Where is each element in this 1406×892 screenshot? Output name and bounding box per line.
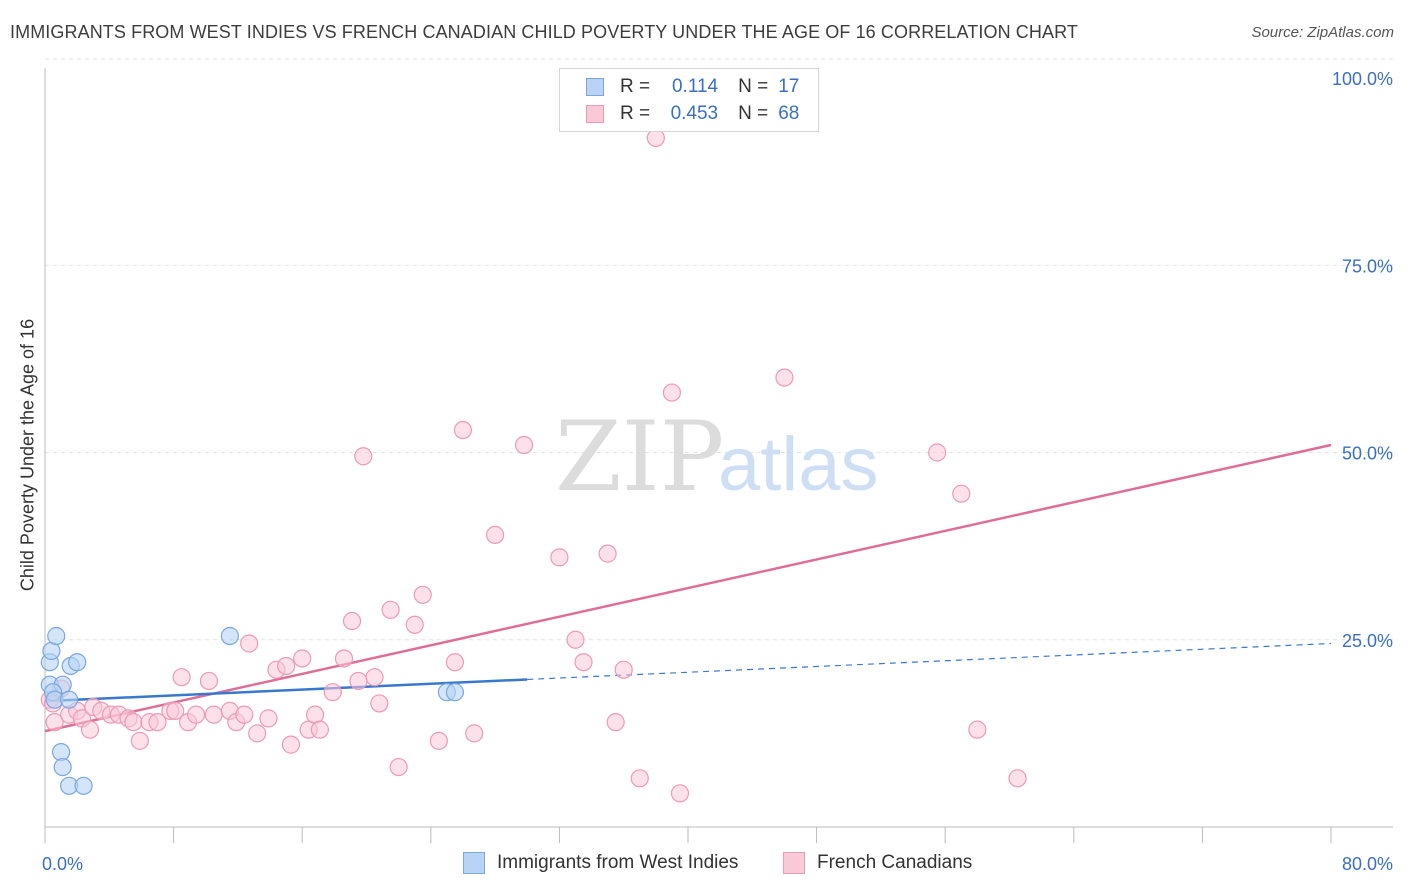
n-label: N =	[738, 76, 769, 97]
data-point-french-canadians	[124, 713, 143, 732]
legend-swatch-blue	[586, 78, 604, 96]
data-point-west-indies	[220, 626, 239, 646]
data-point-french-canadians	[775, 368, 794, 387]
data-point-french-canadians	[566, 630, 585, 649]
data-point-french-canadians	[310, 720, 329, 739]
x-tick-label: 0.0%	[42, 854, 83, 874]
tick-labels: 100.0% 75.0% 50.0% 25.0% 0.0% 80.0%	[42, 69, 1393, 874]
data-point-west-indies	[47, 626, 66, 646]
data-point-french-canadians	[465, 724, 484, 743]
data-point-french-canadians	[187, 705, 206, 724]
data-point-french-canadians	[630, 769, 649, 788]
data-point-french-canadians	[130, 731, 149, 750]
y-tick-label: 25.0%	[1342, 631, 1393, 651]
data-point-french-canadians	[148, 713, 167, 732]
legend-label: French Canadians	[817, 852, 973, 873]
r-label: R =	[620, 103, 651, 124]
data-point-french-canadians	[354, 447, 373, 466]
data-point-french-canadians	[453, 420, 473, 440]
legend-swatch-pink	[783, 852, 805, 874]
data-point-french-canadians	[45, 713, 64, 732]
data-point-french-canadians	[381, 600, 400, 619]
legend-item-french-canadians: French Canadians	[783, 852, 972, 874]
data-point-french-canadians	[486, 525, 505, 544]
data-point-french-canadians	[606, 713, 625, 732]
r-value: 0.114	[671, 76, 719, 97]
data-point-french-canadians	[248, 724, 267, 743]
series-immigrants-west-indies	[40, 626, 465, 795]
n-value: 17	[778, 76, 800, 97]
data-point-french-canadians	[342, 611, 362, 631]
source-label: Source: ZipAtlas.com	[1251, 24, 1394, 41]
data-point-french-canadians	[670, 784, 690, 803]
data-point-french-canadians	[514, 435, 534, 455]
data-point-french-canadians	[204, 705, 223, 724]
data-point-french-canadians	[445, 653, 465, 672]
data-point-french-canadians	[370, 694, 389, 713]
trend-line-french-canadians	[44, 443, 1332, 733]
n-value: 68	[778, 103, 800, 124]
data-point-french-canadians	[235, 705, 254, 724]
x-tick-label: 80.0%	[1342, 854, 1393, 874]
data-point-french-canadians	[413, 585, 432, 604]
data-point-french-canadians	[172, 668, 191, 687]
trend-line-west-indies-extension	[527, 642, 1332, 681]
data-point-french-canadians	[1008, 769, 1027, 788]
data-point-french-canadians	[662, 383, 682, 402]
data-point-french-canadians	[365, 668, 384, 687]
trend-lines	[44, 443, 1332, 733]
y-tick-label: 50.0%	[1342, 444, 1393, 464]
grid-lines	[45, 58, 1393, 641]
n-label: N =	[738, 103, 769, 124]
series-legend: Immigrants from West Indies French Canad…	[0, 852, 1406, 878]
y-tick-label: 100.0%	[1332, 69, 1393, 89]
data-point-french-canadians	[259, 709, 278, 728]
data-point-french-canadians	[389, 757, 408, 777]
data-point-french-canadians	[952, 484, 971, 503]
data-point-french-canadians	[349, 671, 368, 691]
stats-legend: R = 0.114 N = 17 R = 0.453 N = 68	[559, 68, 819, 132]
watermark: ZIP atlas	[555, 401, 879, 513]
data-point-french-canadians	[240, 634, 259, 653]
y-tick-label: 75.0%	[1342, 256, 1393, 276]
y-axis-label: Child Poverty Under the Age of 16	[17, 318, 38, 592]
data-point-french-canadians	[405, 615, 424, 634]
data-point-french-canadians	[199, 671, 219, 691]
legend-swatch-pink	[586, 105, 604, 123]
r-value: 0.453	[670, 103, 719, 124]
data-point-french-canadians	[281, 735, 301, 754]
data-point-french-canadians	[574, 653, 593, 672]
data-point-french-canadians	[293, 649, 312, 668]
data-point-west-indies	[60, 690, 79, 709]
data-point-french-canadians	[166, 701, 185, 721]
data-point-french-canadians	[928, 443, 947, 462]
data-point-french-canadians	[80, 720, 100, 739]
data-point-french-canadians	[334, 649, 354, 668]
data-point-french-canadians	[323, 683, 342, 702]
data-point-french-canadians	[429, 731, 448, 750]
data-point-french-canadians	[277, 656, 296, 676]
legend-label: Immigrants from West Indies	[497, 852, 739, 873]
data-point-french-canadians	[305, 705, 325, 724]
legend-item-west-indies: Immigrants from West Indies	[463, 852, 738, 874]
chart-title: IMMIGRANTS FROM WEST INDIES VS FRENCH CA…	[10, 22, 1078, 42]
data-point-west-indies	[51, 742, 71, 762]
data-point-west-indies	[53, 757, 72, 777]
watermark-zip: ZIP	[555, 401, 724, 513]
data-point-west-indies	[74, 776, 93, 795]
data-point-french-canadians	[968, 720, 987, 739]
r-label: R =	[620, 76, 651, 97]
data-point-french-canadians	[614, 660, 633, 679]
data-point-west-indies	[68, 653, 87, 672]
watermark-atlas: atlas	[718, 422, 879, 507]
data-point-west-indies	[445, 683, 465, 702]
data-point-french-canadians	[598, 544, 617, 563]
data-point-french-canadians	[550, 548, 569, 567]
legend-swatch-blue	[463, 852, 485, 874]
data-point-west-indies	[42, 641, 61, 661]
trend-line-west-indies	[44, 678, 528, 703]
